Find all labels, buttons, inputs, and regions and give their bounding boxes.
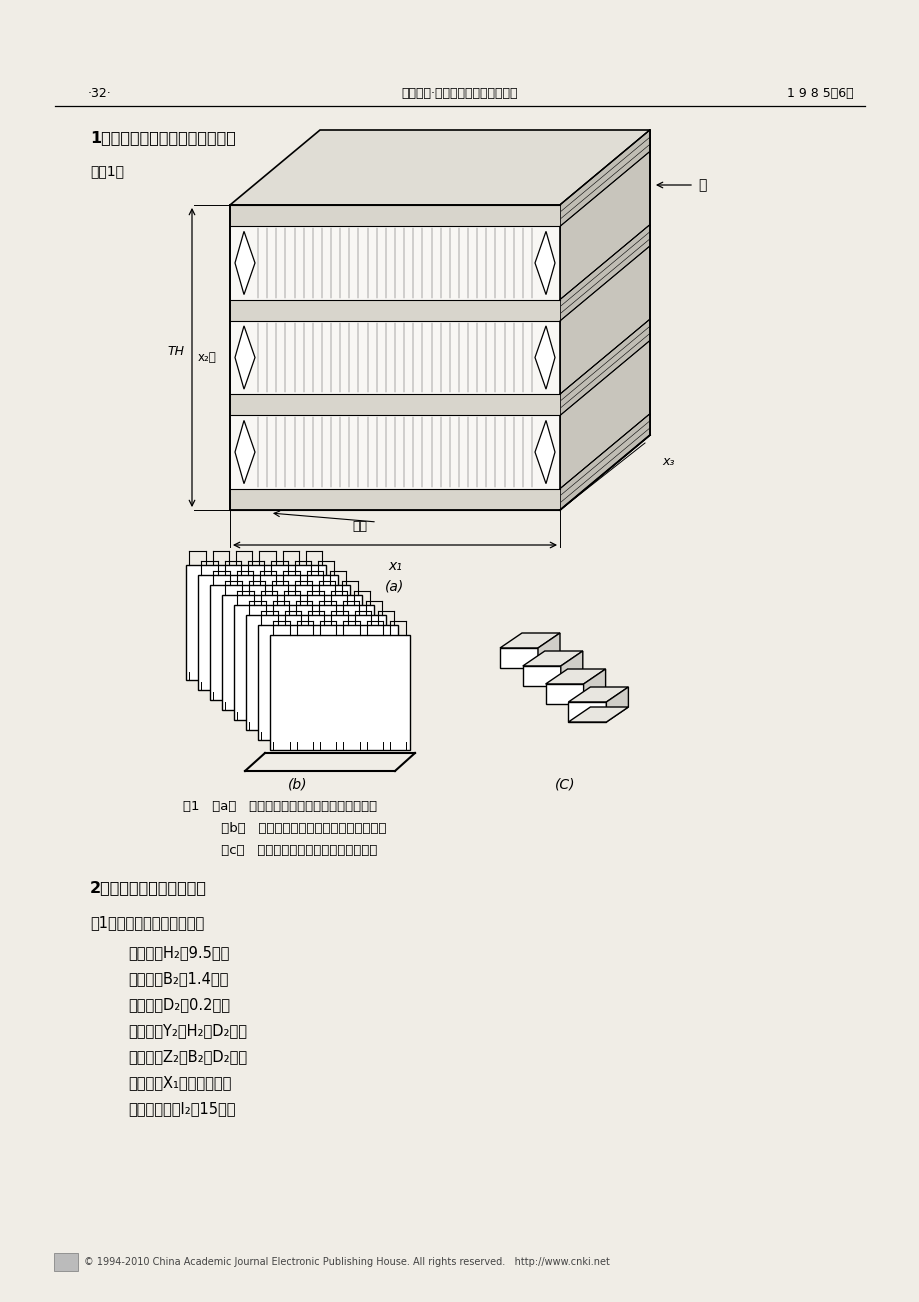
- Polygon shape: [230, 204, 560, 227]
- FancyBboxPatch shape: [54, 1253, 78, 1271]
- Text: 翅片高度H₂＝9.5毫米: 翅片高度H₂＝9.5毫米: [128, 945, 229, 960]
- Text: ·32·: ·32·: [88, 87, 112, 100]
- Text: （1）空气侧通道的几何参数: （1）空气侧通道的几何参数: [90, 915, 204, 930]
- Polygon shape: [210, 585, 349, 700]
- Text: TH: TH: [167, 345, 185, 358]
- Polygon shape: [198, 575, 337, 690]
- Text: (a): (a): [385, 579, 404, 594]
- Polygon shape: [221, 595, 361, 710]
- Polygon shape: [186, 565, 325, 680]
- Text: 空气: 空气: [352, 519, 367, 533]
- Polygon shape: [560, 414, 650, 510]
- Text: 2、中冷器芯子的几何参数: 2、中冷器芯子的几何参数: [90, 880, 207, 894]
- Polygon shape: [234, 326, 255, 389]
- Polygon shape: [560, 224, 650, 320]
- Text: 见图1。: 见图1。: [90, 164, 124, 178]
- Polygon shape: [560, 130, 650, 227]
- Polygon shape: [522, 651, 582, 667]
- Text: 气侧封条宽度I₂＝15毫米: 气侧封条宽度I₂＝15毫米: [128, 1101, 235, 1116]
- Polygon shape: [560, 130, 650, 510]
- Polygon shape: [522, 667, 561, 686]
- Polygon shape: [230, 204, 560, 510]
- Polygon shape: [234, 232, 255, 294]
- Text: J: J: [64, 1256, 68, 1267]
- Text: 1 9 8 5年6月: 1 9 8 5年6月: [786, 87, 853, 100]
- Polygon shape: [234, 421, 255, 483]
- Text: 翅片内距Z₂＝B₂－D₂毫米: 翅片内距Z₂＝B₂－D₂毫米: [128, 1049, 247, 1064]
- Polygon shape: [230, 130, 650, 204]
- Polygon shape: [561, 651, 582, 686]
- Polygon shape: [545, 669, 605, 684]
- Polygon shape: [230, 299, 560, 320]
- Text: (C): (C): [555, 779, 575, 792]
- Text: x₃: x₃: [662, 454, 674, 467]
- Polygon shape: [535, 326, 554, 389]
- Polygon shape: [538, 633, 560, 668]
- Text: 1、铝板翅式水－空中冷器的结构: 1、铝板翅式水－空中冷器的结构: [90, 130, 235, 145]
- Text: （c）   水侧翅片形状简图（光直形短片）: （c） 水侧翅片形状简图（光直形短片）: [183, 844, 377, 857]
- Polygon shape: [233, 605, 374, 720]
- Text: 图1   （a）   铝板翅式水－空中冷器结构尺寸简图: 图1 （a） 铝板翅式水－空中冷器结构尺寸简图: [183, 799, 377, 812]
- Polygon shape: [568, 707, 628, 723]
- Polygon shape: [545, 684, 583, 704]
- Polygon shape: [499, 648, 538, 668]
- Text: （b）   空气侧翅片形状简图（锯齿形翅片）: （b） 空气侧翅片形状简图（锯齿形翅片）: [183, 822, 386, 835]
- Polygon shape: [499, 633, 560, 648]
- Polygon shape: [230, 395, 560, 415]
- Polygon shape: [269, 635, 410, 750]
- Polygon shape: [257, 625, 398, 740]
- Text: © 1994-2010 China Academic Journal Electronic Publishing House. All rights reser: © 1994-2010 China Academic Journal Elect…: [84, 1256, 609, 1267]
- Polygon shape: [583, 669, 605, 704]
- Polygon shape: [535, 232, 554, 294]
- Text: 翅片厚度D₂＝0.2毫米: 翅片厚度D₂＝0.2毫米: [128, 997, 230, 1012]
- Polygon shape: [568, 702, 606, 723]
- Text: 翅片间距B₂＝1.4毫米: 翅片间距B₂＝1.4毫米: [128, 971, 228, 986]
- Polygon shape: [535, 421, 554, 483]
- Polygon shape: [560, 319, 650, 415]
- Text: x₂层: x₂层: [198, 352, 217, 365]
- Text: 气侧宽度X₁毫米（待求）: 气侧宽度X₁毫米（待求）: [128, 1075, 231, 1090]
- Polygon shape: [230, 488, 560, 510]
- Polygon shape: [245, 615, 386, 730]
- Text: 翅片内高Y₂＝H₂－D₂毫米: 翅片内高Y₂＝H₂－D₂毫米: [128, 1023, 246, 1038]
- Text: 兵工学报·坦克装甲车与发动机分册: 兵工学报·坦克装甲车与发动机分册: [402, 87, 517, 100]
- Polygon shape: [568, 687, 628, 702]
- Text: x₁: x₁: [388, 559, 402, 573]
- Text: (b): (b): [288, 779, 308, 792]
- Text: 水: 水: [698, 178, 706, 191]
- Polygon shape: [606, 687, 628, 723]
